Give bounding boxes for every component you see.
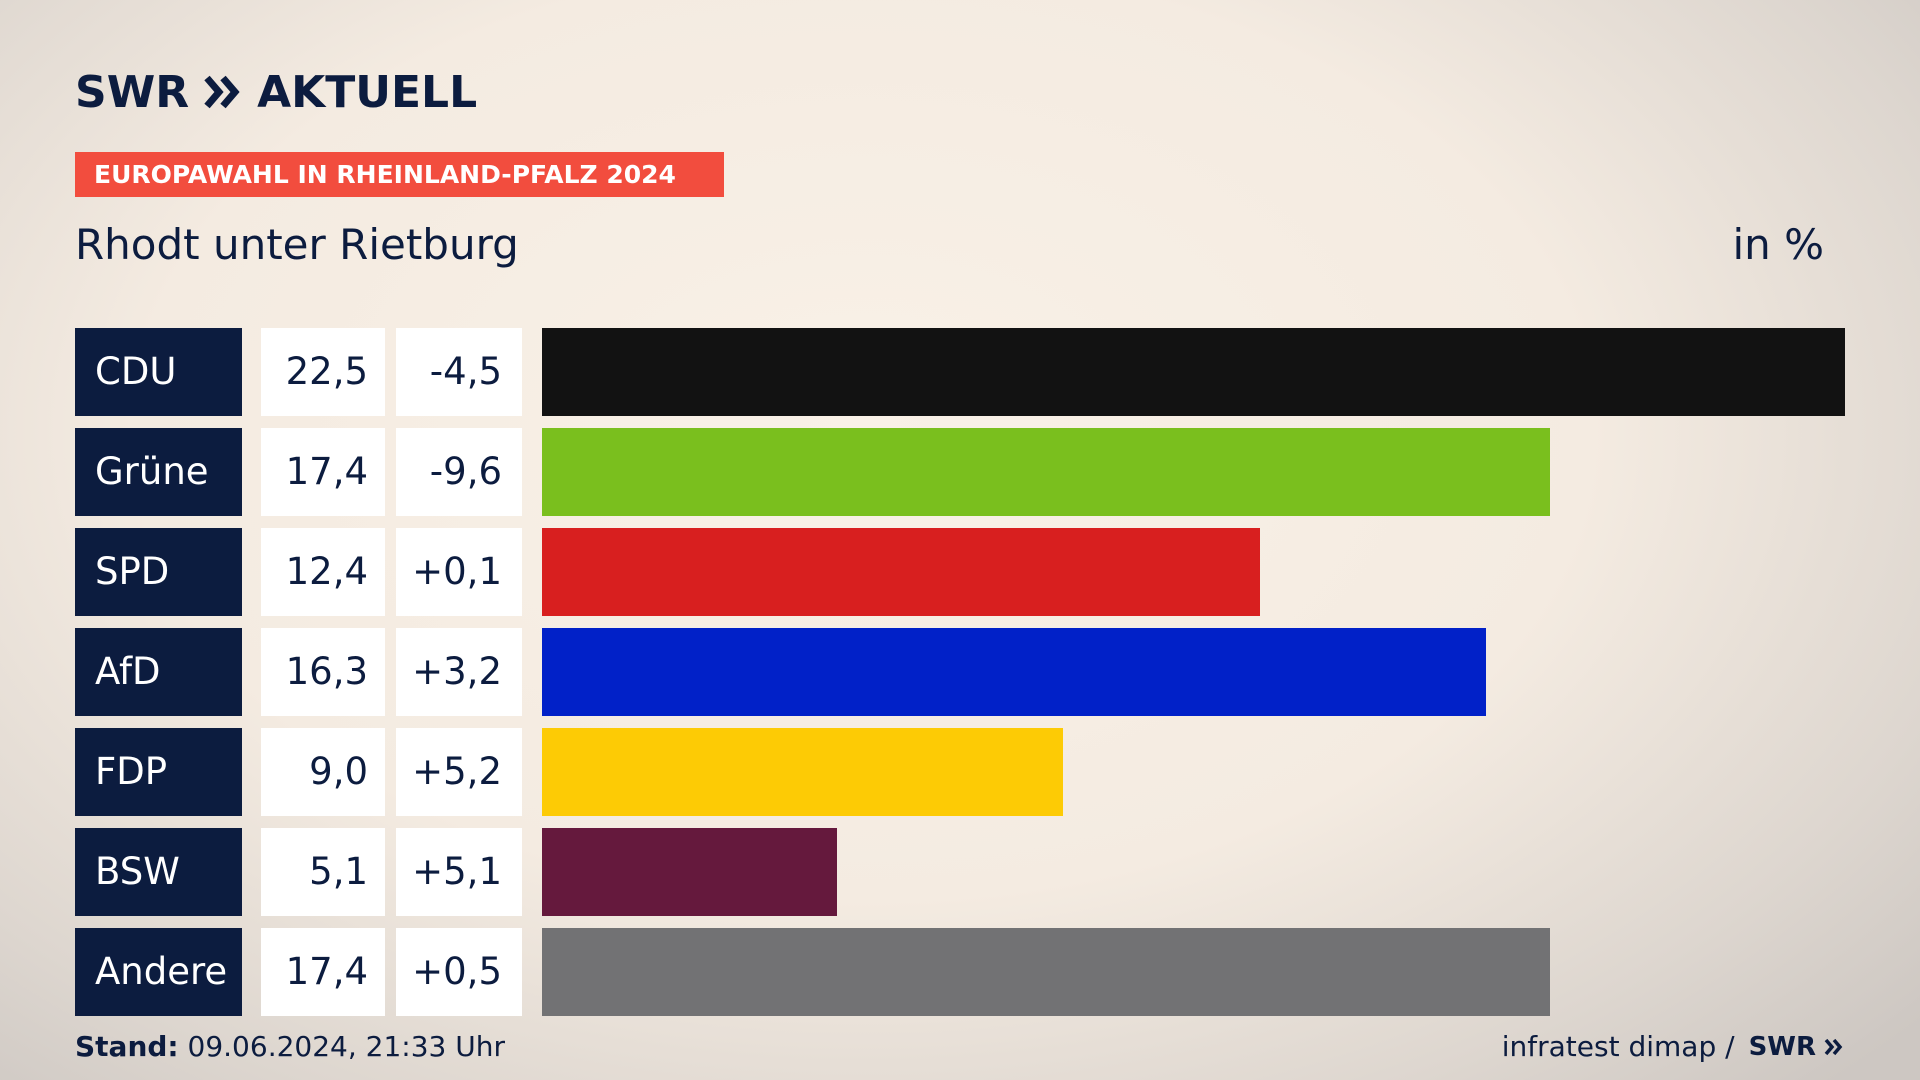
change-label: +0,1: [396, 528, 522, 616]
result-row: FDP 9,0 +5,2: [75, 728, 1845, 816]
bar-track: [542, 828, 1845, 916]
bar: [542, 428, 1550, 516]
result-row: BSW 5,1 +5,1: [75, 828, 1845, 916]
party-label: FDP: [75, 728, 242, 816]
bar: [542, 928, 1550, 1016]
bar-track: [542, 728, 1845, 816]
vote-share-label: 22,5: [261, 328, 385, 416]
vote-share-label: 5,1: [261, 828, 385, 916]
party-label: CDU: [75, 328, 242, 416]
timestamp-value: 09.06.2024, 21:33 Uhr: [187, 1030, 505, 1063]
change-label: +3,2: [396, 628, 522, 716]
result-row: Grüne 17,4 -9,6: [75, 428, 1845, 516]
vote-share-label: 9,0: [261, 728, 385, 816]
bar: [542, 728, 1063, 816]
vote-share-label: 12,4: [261, 528, 385, 616]
party-label: BSW: [75, 828, 242, 916]
bar-track: [542, 328, 1845, 416]
result-row: AfD 16,3 +3,2: [75, 628, 1845, 716]
result-row: SPD 12,4 +0,1: [75, 528, 1845, 616]
party-label: SPD: [75, 528, 242, 616]
source-text: infratest dimap /: [1501, 1030, 1735, 1063]
footer-swr-logo: SWR: [1748, 1031, 1816, 1062]
change-label: -9,6: [396, 428, 522, 516]
unit-label: in %: [1732, 220, 1824, 269]
party-label: Andere: [75, 928, 242, 1016]
event-tag: EUROPAWAHL IN RHEINLAND-PFALZ 2024: [75, 152, 724, 197]
bar: [542, 628, 1486, 716]
timestamp-label: Stand:: [75, 1030, 179, 1063]
party-label: Grüne: [75, 428, 242, 516]
bar: [542, 528, 1260, 616]
vote-share-label: 17,4: [261, 428, 385, 516]
result-row: CDU 22,5 -4,5: [75, 328, 1845, 416]
change-label: +0,5: [396, 928, 522, 1016]
logo-aktuell-text: AKTUELL: [257, 66, 478, 118]
bar: [542, 328, 1845, 416]
change-label: +5,2: [396, 728, 522, 816]
vote-share-label: 17,4: [261, 928, 385, 1016]
change-label: -4,5: [396, 328, 522, 416]
logo-swr-text: SWR: [75, 66, 190, 118]
chart-title: Rhodt unter Rietburg: [75, 220, 519, 269]
bar-track: [542, 428, 1845, 516]
change-label: +5,1: [396, 828, 522, 916]
source-credit: infratest dimap / SWR: [1502, 1030, 1844, 1063]
swr-aktuell-logo: SWR AKTUELL: [75, 66, 477, 118]
double-chevron-right-icon: [1824, 1038, 1843, 1055]
bar-track: [542, 528, 1845, 616]
bar: [542, 828, 837, 916]
result-row: Andere 17,4 +0,5: [75, 928, 1845, 1016]
bar-track: [542, 928, 1845, 1016]
party-label: AfD: [75, 628, 242, 716]
double-chevron-right-icon: [204, 75, 240, 109]
timestamp: Stand: 09.06.2024, 21:33 Uhr: [75, 1030, 505, 1063]
bar-track: [542, 628, 1845, 716]
vote-share-label: 16,3: [261, 628, 385, 716]
